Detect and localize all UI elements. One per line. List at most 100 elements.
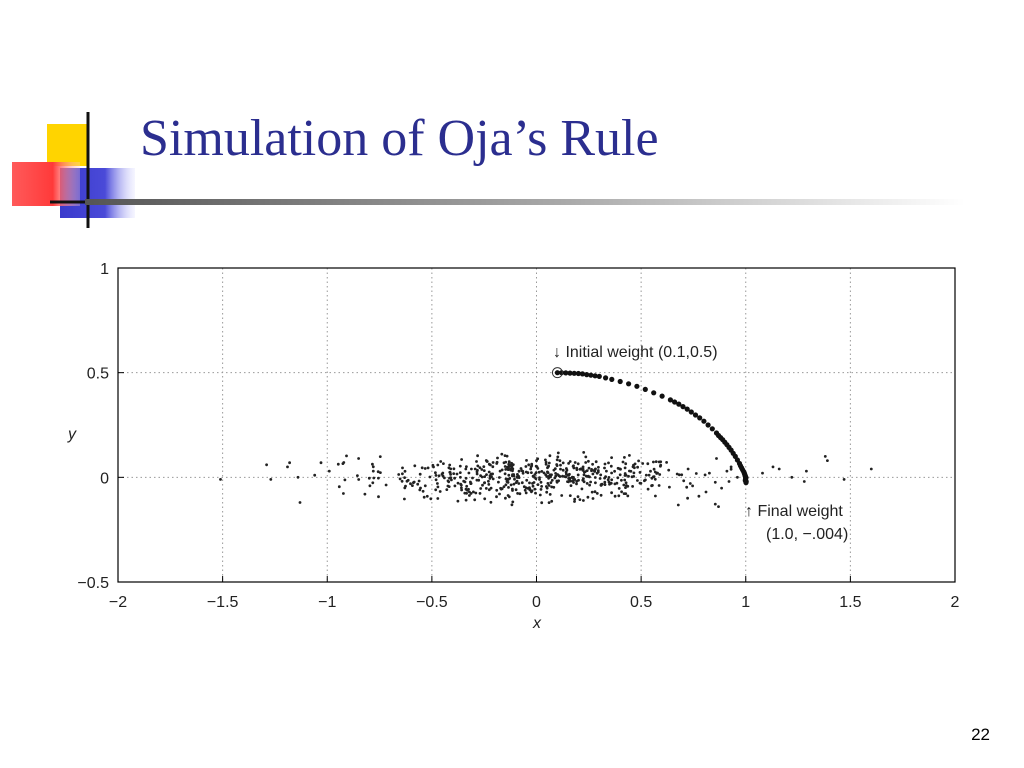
sample-point	[532, 481, 536, 484]
sample-point	[599, 493, 603, 497]
sample-point	[771, 465, 775, 469]
sample-point	[603, 462, 607, 466]
sample-point	[512, 482, 516, 486]
sample-point	[367, 476, 371, 480]
sample-point	[616, 476, 620, 480]
sample-point	[540, 470, 544, 473]
sample-point	[550, 499, 554, 503]
initial-weight-annotation: ↓ Initial weight (0.1,0.5)	[553, 344, 718, 361]
sample-point	[489, 500, 493, 504]
sample-point	[646, 487, 650, 491]
sample-point	[460, 488, 463, 492]
sample-point	[713, 502, 717, 506]
sample-point	[495, 495, 498, 499]
sample-point	[548, 473, 552, 477]
trajectory-point	[676, 401, 682, 407]
title-underline	[85, 199, 965, 205]
sample-point	[401, 472, 404, 476]
sample-point	[608, 482, 611, 486]
sample-point	[491, 477, 495, 481]
sample-point	[357, 478, 361, 481]
sample-point	[519, 467, 523, 470]
sample-point	[524, 470, 528, 474]
sample-point	[336, 462, 340, 466]
sample-point	[777, 467, 781, 471]
sample-point	[561, 468, 565, 472]
sample-point	[682, 479, 686, 483]
sample-point	[580, 487, 584, 491]
trajectory-point	[680, 404, 686, 410]
sample-point	[511, 474, 514, 478]
sample-point	[617, 494, 621, 498]
y-axis-label: y	[67, 426, 77, 443]
sample-point	[438, 490, 442, 493]
sample-point	[578, 498, 582, 501]
sample-point	[464, 476, 468, 480]
sample-point	[542, 471, 546, 475]
sample-point	[603, 480, 607, 484]
sample-point	[423, 467, 427, 470]
sample-point	[464, 487, 468, 491]
sample-point	[568, 494, 572, 497]
trajectory-point	[651, 390, 657, 396]
sample-point	[452, 472, 456, 475]
sample-point	[459, 475, 462, 479]
sample-point	[704, 490, 708, 494]
sample-point	[564, 475, 568, 479]
sample-point	[516, 492, 519, 495]
sample-point	[517, 482, 521, 485]
sample-point	[573, 500, 576, 503]
sample-point	[469, 480, 472, 484]
sample-point	[609, 464, 613, 468]
sample-point	[546, 466, 549, 470]
trajectory-point	[705, 422, 711, 428]
y-tick-label: 1	[100, 261, 109, 278]
sample-point	[623, 466, 627, 470]
sample-point	[296, 475, 300, 479]
sample-point	[685, 485, 689, 489]
sample-point	[481, 483, 484, 487]
y-tick-label: 0	[100, 470, 109, 487]
sample-point	[637, 459, 640, 463]
sample-point	[468, 494, 471, 497]
sample-point	[516, 473, 519, 476]
sample-point	[564, 470, 568, 474]
sample-point	[544, 460, 548, 464]
sample-point	[487, 479, 490, 483]
sample-point	[478, 492, 482, 495]
sample-point	[559, 467, 562, 471]
sample-point	[342, 492, 345, 495]
sample-point	[544, 458, 547, 462]
sample-point	[649, 469, 652, 473]
input-sample-points	[219, 451, 873, 508]
sample-point	[565, 467, 568, 470]
sample-point	[624, 462, 628, 466]
sample-point	[500, 452, 504, 456]
sample-point	[531, 484, 535, 488]
sample-point	[632, 475, 636, 478]
sample-point	[631, 485, 634, 488]
sample-point	[535, 459, 538, 462]
sample-point	[610, 456, 613, 459]
sample-point	[480, 468, 484, 471]
sample-point	[613, 482, 617, 486]
sample-point	[620, 490, 623, 494]
sample-point	[403, 497, 406, 501]
sample-point	[455, 472, 459, 476]
sample-point	[483, 481, 486, 485]
sample-point	[436, 485, 440, 489]
sample-point	[550, 485, 554, 489]
sample-point	[529, 467, 533, 471]
sample-point	[591, 497, 595, 500]
trajectory-point	[588, 372, 594, 378]
sample-point	[460, 486, 463, 490]
sample-point	[641, 462, 645, 465]
x-tick-label: 1.5	[839, 594, 861, 611]
sample-point	[590, 469, 593, 473]
sample-point	[530, 464, 534, 468]
sample-point	[401, 466, 404, 470]
sample-point	[621, 460, 625, 464]
sample-point	[717, 505, 720, 508]
sample-point	[467, 471, 471, 475]
sample-point	[603, 466, 606, 470]
